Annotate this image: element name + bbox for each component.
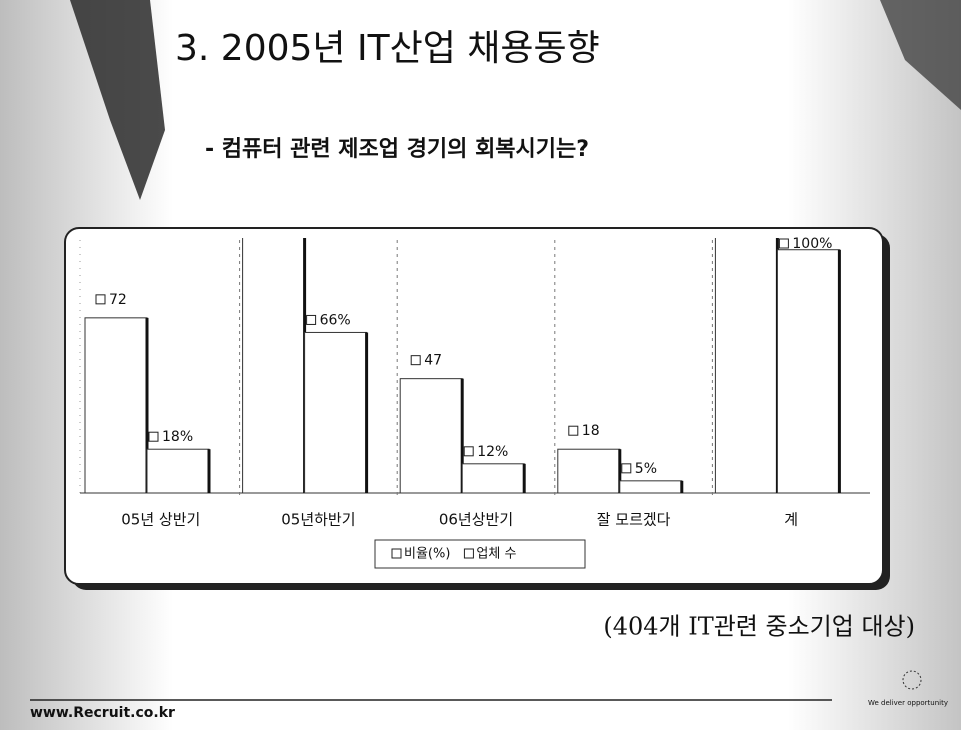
slide-subtitle: - 컴퓨터 관련 제조업 경기의 회복시기는? (205, 137, 589, 162)
data-label: 47 (424, 353, 442, 369)
label-key (778, 238, 789, 249)
bar (146, 448, 210, 494)
bar (714, 238, 778, 494)
data-label: 18% (162, 429, 193, 445)
x-tick-label: 05년하반기 (281, 511, 355, 529)
pen-decoration (70, 0, 165, 200)
legend-key (391, 548, 402, 559)
data-label: 5% (635, 461, 657, 477)
bar (304, 331, 368, 494)
legend-label: 비율(%) (404, 547, 450, 562)
bar (461, 463, 525, 494)
label-key (621, 463, 632, 474)
bar (84, 317, 148, 494)
corner-decoration (880, 0, 961, 110)
label-key (463, 446, 474, 457)
bar (242, 238, 306, 494)
label-key (95, 294, 106, 305)
bar (399, 378, 463, 494)
data-label: 18 (582, 423, 600, 439)
x-tick-label: 잘 모르겠다 (597, 511, 671, 529)
data-label: 12% (477, 444, 508, 460)
label-key (410, 355, 421, 366)
legend-label: 업체 수 (476, 547, 516, 562)
bar (776, 249, 840, 494)
logo-icon (902, 670, 922, 690)
footer-url: www.Recruit.co.kr (30, 705, 175, 721)
label-key (568, 425, 579, 436)
bar (619, 480, 683, 494)
label-key (148, 431, 159, 442)
survey-note: (404개 IT관련 중소기업 대상) (603, 613, 915, 641)
label-key (306, 314, 317, 325)
bar (557, 448, 621, 494)
data-label: 66% (320, 312, 351, 328)
x-tick-label: 06년상반기 (439, 511, 513, 529)
x-tick-label: 05년 상반기 (121, 511, 200, 529)
legend-key (463, 548, 474, 559)
slide-title: 3. 2005년 IT산업 채용동향 (175, 28, 600, 69)
x-tick-label: 계 (784, 511, 798, 529)
data-label: 100% (792, 236, 832, 252)
plot-area (84, 238, 841, 494)
data-label: 72 (109, 292, 127, 308)
tagline: We deliver opportunity (868, 699, 948, 707)
legend-box (374, 539, 586, 569)
